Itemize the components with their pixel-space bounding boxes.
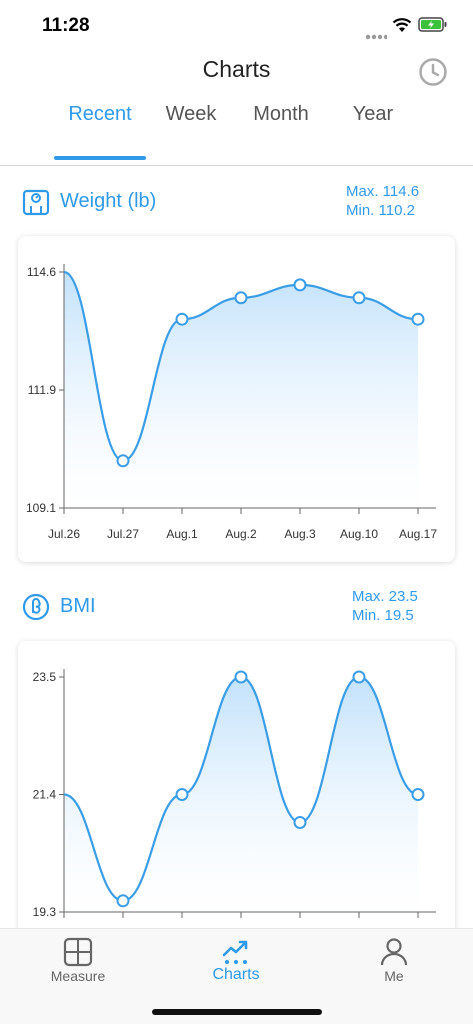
tab-week[interactable]: Week: [165, 103, 217, 125]
weight-min-label: Min. 110.2: [346, 202, 415, 219]
tab-year[interactable]: Year: [352, 103, 394, 125]
series-line: [63, 270, 419, 462]
tabbar-item-measure[interactable]: Measure: [18, 929, 138, 999]
y-tick-label: 111.9: [28, 383, 57, 397]
tab-divider: [0, 165, 473, 166]
data-point[interactable]: [116, 454, 130, 468]
bmi-chart: 23.5 21.4 19.3: [33, 669, 436, 919]
bmi-max-label: Max. 23.5: [352, 588, 418, 605]
y-tick-label: 23.5: [33, 670, 57, 684]
data-point[interactable]: [411, 312, 425, 326]
data-point[interactable]: [411, 788, 425, 801]
person-icon: [380, 938, 408, 966]
tab-recent[interactable]: Recent: [68, 103, 132, 125]
clock-icon: [419, 58, 447, 86]
weight-chart-card[interactable]: Jul.26 Jul.27 Aug.1 Aug.2 Aug.3 Aug.10 Aug.17 1…: [18, 236, 455, 562]
bmi-section-title: BMI: [60, 595, 96, 617]
weight-chart: Jul.26 Jul.27 Aug.1 Aug.2 Aug.3 Aug.10 Aug.17 1…: [26, 264, 437, 541]
data-point[interactable]: [352, 291, 366, 305]
tabbar-label-measure: Measure: [50, 968, 106, 984]
tabbar-item-me[interactable]: Me: [334, 929, 454, 999]
bottom-tab-bar: Measure Charts Me: [0, 928, 473, 1024]
measure-grid-icon: [63, 937, 93, 967]
bmi-chart-card[interactable]: 23.5 21.4 19.3: [18, 641, 455, 961]
bmi-min-label: Min. 19.5: [352, 607, 414, 624]
tab-indicator: [54, 156, 146, 160]
tab-month[interactable]: Month: [253, 103, 309, 125]
x-tick-label: Aug.3: [284, 527, 316, 541]
signal-icon: [365, 27, 389, 45]
x-tick-label: Aug.17: [399, 527, 437, 541]
x-tick-label: Aug.10: [340, 527, 378, 541]
data-point[interactable]: [116, 894, 130, 908]
home-indicator: [152, 1009, 322, 1015]
tabbar-item-charts[interactable]: Charts: [176, 929, 296, 999]
trend-chart-icon: [222, 940, 248, 964]
data-point[interactable]: [293, 815, 307, 829]
wifi-icon: [392, 17, 412, 38]
weight-section-title: Weight (lb): [60, 190, 157, 212]
data-point[interactable]: [352, 670, 366, 684]
status-time: 11:28: [42, 15, 90, 36]
weight-max-label: Max. 114.6: [346, 183, 420, 200]
data-point[interactable]: [175, 312, 189, 326]
tabbar-label-me: Me: [384, 968, 404, 984]
x-tick-label: Jul.27: [107, 527, 139, 541]
scale-icon: [22, 188, 50, 216]
page-title: Charts: [202, 56, 271, 82]
series-area: [64, 272, 418, 508]
x-tick-label: Jul.26: [48, 527, 80, 541]
data-point[interactable]: [293, 278, 307, 292]
data-point[interactable]: [234, 291, 248, 305]
bmi-icon: [22, 593, 50, 621]
battery-icon: [418, 17, 448, 38]
y-tick-label: 109.1: [26, 501, 56, 515]
x-tick-label: Aug.2: [225, 527, 257, 541]
tabbar-label-charts: Charts: [212, 966, 260, 983]
data-point[interactable]: [175, 788, 189, 801]
data-point[interactable]: [234, 670, 248, 684]
y-tick-label: 114.6: [27, 265, 56, 279]
history-clock-button[interactable]: [418, 57, 448, 87]
series-area: [64, 677, 418, 912]
x-tick-label: Aug.1: [166, 527, 198, 541]
y-tick-label: 21.4: [33, 788, 57, 802]
y-tick-label: 19.3: [33, 905, 57, 919]
